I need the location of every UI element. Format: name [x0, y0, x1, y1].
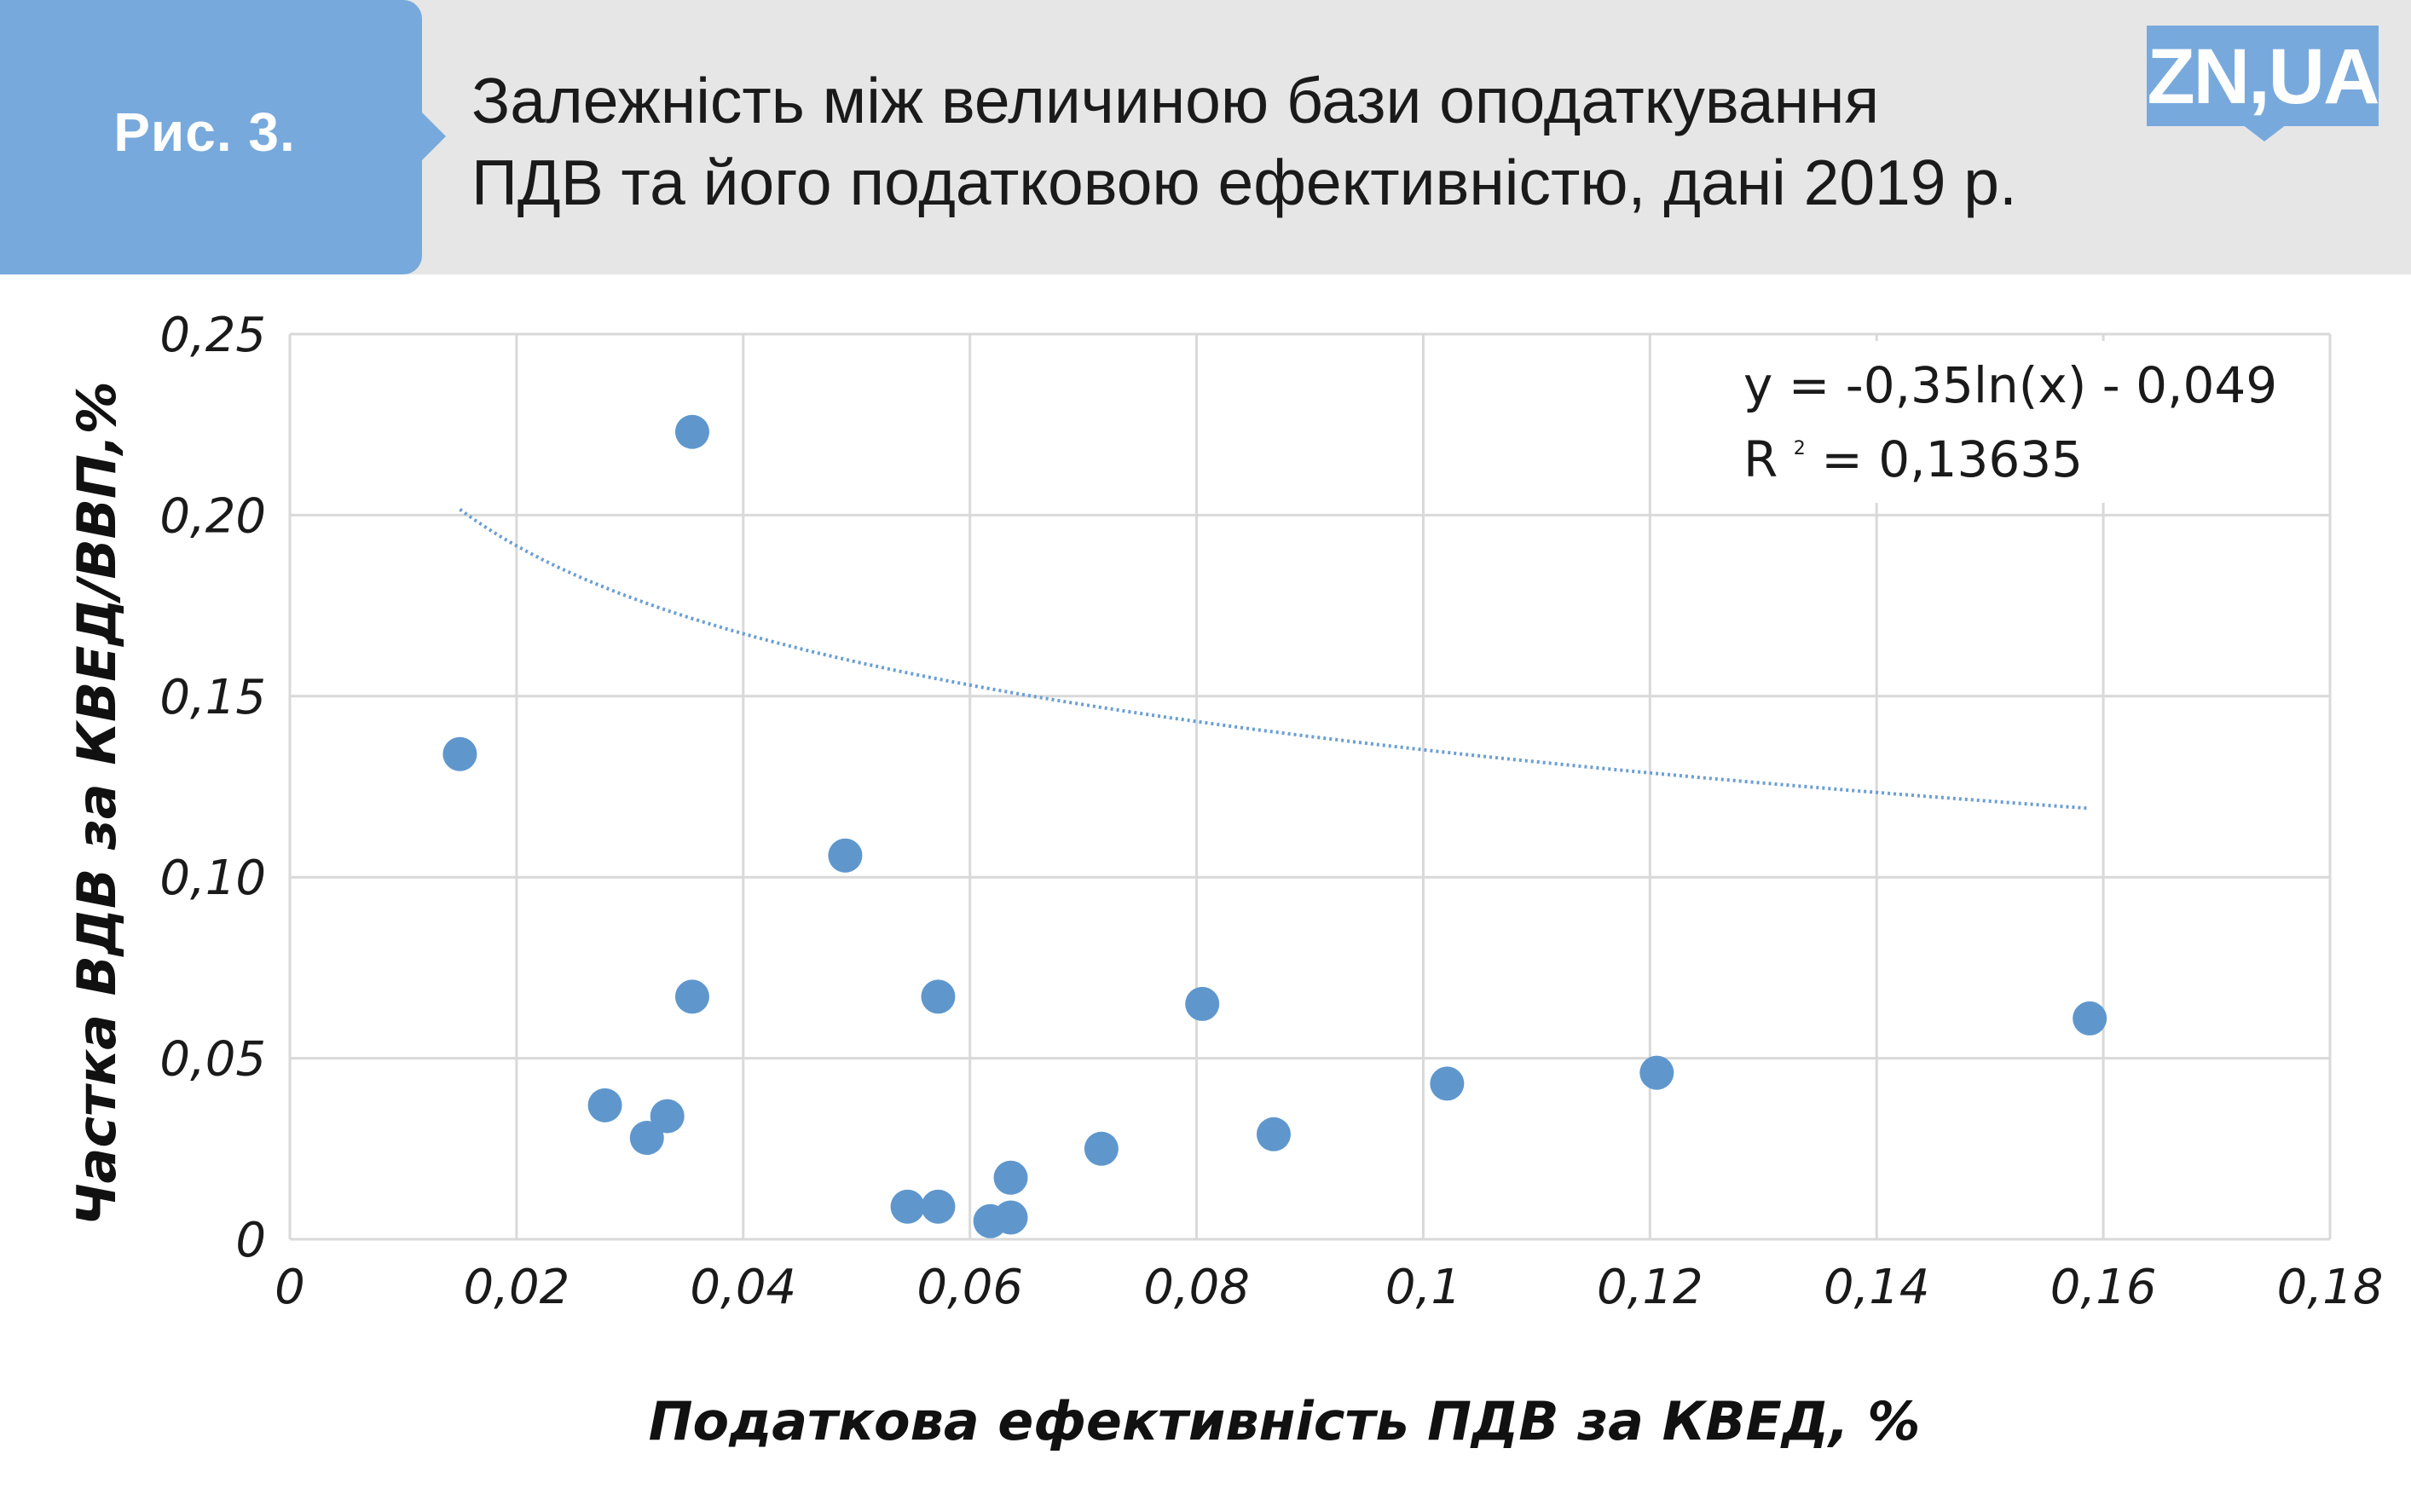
data-points [442, 414, 2107, 1238]
x-tick-label: 0,18 [2277, 1260, 2384, 1315]
y-tick-label: 0 [235, 1213, 266, 1268]
data-point [442, 736, 477, 771]
data-point [587, 1088, 622, 1122]
figure-label: Рис. 3. [113, 101, 296, 163]
y-tick-label: 0,25 [159, 308, 266, 363]
data-point [890, 1189, 925, 1224]
data-point [629, 1121, 664, 1156]
data-point [650, 1099, 685, 1134]
data-point [1084, 1131, 1119, 1166]
trendline-r-squared: R 2 = 0,13635 [1743, 408, 2083, 488]
figure-label-tab [0, 0, 422, 274]
zn-logo [2147, 26, 2379, 126]
data-point [1639, 1055, 1674, 1090]
data-point [921, 1189, 956, 1224]
data-point [1256, 1117, 1291, 1151]
data-point [921, 979, 956, 1014]
x-axis-title: Податкова ефективність ПДВ за КВЕД, % [649, 1390, 1921, 1452]
chart-title: Залежність між величиною бази оподаткува… [471, 60, 2091, 223]
data-point [2073, 1001, 2107, 1036]
equation-background [1729, 341, 2292, 503]
data-point [1430, 1066, 1465, 1101]
trendline-path [459, 507, 2090, 811]
r-squared-prefix: R [1743, 430, 1778, 488]
data-point [828, 838, 863, 873]
chart-title-line-1: Залежність між величиною бази оподаткува… [471, 65, 1880, 136]
y-axis-ticks: 0 0,05 0,10 0,15 0,20 0,25 [159, 308, 266, 1268]
chart-title-line-2: ПДВ та його податковою ефективністю, дан… [471, 147, 2017, 218]
r-squared-superscript: 2 [1794, 438, 1806, 459]
grid-lines [288, 332, 2332, 1241]
x-tick-label: 0,08 [1143, 1260, 1250, 1315]
trendline-equation: y = -0,35ln(x) - 0,049 [1743, 356, 2277, 414]
x-axis-ticks: 0 0,02 0,04 0,06 0,08 0,1 0,12 0,14 0,16 0,18 [275, 1260, 2383, 1315]
y-axis-title: Частка ВДВ за КВЕД/ВВП,% [66, 381, 128, 1226]
x-tick-label: 0,16 [2050, 1260, 2157, 1315]
data-point [1185, 986, 1220, 1021]
x-tick-label: 0,06 [916, 1260, 1023, 1315]
x-tick-label: 0,04 [690, 1260, 796, 1315]
data-point [993, 1200, 1028, 1235]
data-point [674, 979, 709, 1014]
y-tick-label: 0,05 [159, 1032, 266, 1088]
data-point [674, 414, 709, 449]
figure-label-arrow [420, 111, 446, 162]
y-tick-label: 0,10 [159, 851, 266, 906]
y-tick-label: 0,20 [159, 488, 266, 544]
x-tick-label: 0,1 [1385, 1260, 1461, 1315]
trendline [459, 507, 2090, 811]
x-tick-label: 0,14 [1824, 1260, 1930, 1315]
r-squared-value: = 0,13635 [1821, 430, 2083, 488]
y-tick-label: 0,15 [159, 670, 266, 725]
zn-logo-text: ZN,UA [2147, 33, 2379, 120]
data-point [993, 1160, 1028, 1195]
scatter-chart: 0 0,02 0,04 0,06 0,08 0,1 0,12 0,14 0,16 0,18 0 0,… [66, 308, 2383, 1452]
zn-logo-tail [2242, 124, 2287, 141]
x-tick-label: 0 [275, 1260, 305, 1315]
x-tick-label: 0,12 [1597, 1260, 1703, 1315]
x-tick-label: 0,02 [464, 1260, 570, 1315]
